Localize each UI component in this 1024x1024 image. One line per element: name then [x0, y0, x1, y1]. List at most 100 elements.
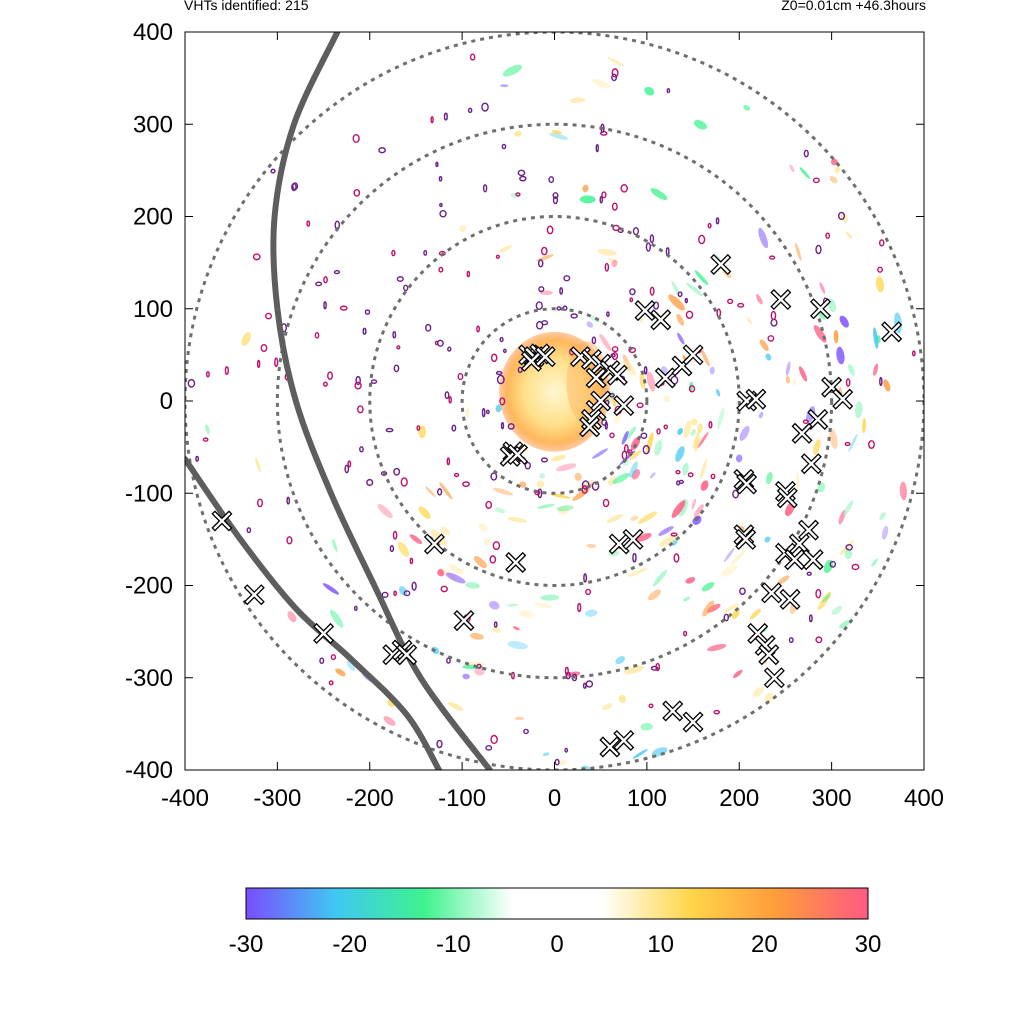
contour-loop: [670, 532, 678, 537]
colorbar-tick-label: -30: [229, 931, 264, 958]
contour-loop: [366, 478, 374, 487]
contour-loop: [330, 654, 337, 661]
contour-loop: [381, 591, 389, 599]
field-blob: [425, 486, 436, 498]
contour-layer: [187, 53, 916, 766]
contour-loop: [446, 457, 451, 466]
vht-marker: [608, 533, 630, 555]
y-tick-label: -100: [125, 480, 173, 507]
field-blob: [502, 64, 523, 77]
field-blob: [765, 471, 773, 485]
contour-loop: [481, 408, 486, 418]
field-blob: [697, 432, 709, 448]
field-blob: [447, 701, 464, 711]
colorbar-tick-label: 10: [647, 931, 674, 958]
vht-marker: [800, 453, 822, 475]
field-blob: [473, 556, 487, 569]
contour-loop: [500, 422, 505, 430]
contour-loop: [602, 498, 610, 508]
field-blob: [465, 582, 480, 589]
contour-loop: [599, 196, 604, 204]
contour-loop: [837, 211, 846, 221]
contour-loop: [548, 176, 555, 184]
colorbar-tick-label: -20: [332, 931, 367, 958]
vht-marker: [710, 253, 732, 276]
contour-loop: [437, 488, 443, 496]
field-blob: [592, 448, 609, 459]
field-blob: [700, 347, 710, 367]
field-blob: [462, 673, 470, 680]
field-blob: [241, 332, 252, 346]
contour-loop: [708, 420, 713, 429]
contour-loop: [485, 500, 493, 509]
field-blob: [335, 668, 346, 677]
field-blob: [730, 550, 746, 565]
vht-marker: [499, 445, 521, 467]
axes: -400 -300 -200 -100 0 100 200 300 400 400 300 200 10…: [125, 19, 944, 812]
vht-marker: [423, 533, 445, 555]
contour-loop: [535, 301, 543, 311]
vht-marker: [770, 288, 792, 311]
x-tick-label: -400: [161, 785, 209, 812]
contour-loop: [812, 177, 820, 184]
field-blob: [346, 660, 356, 671]
contour-loop: [353, 605, 358, 612]
contour-loop: [495, 370, 503, 376]
contour-loop: [490, 353, 498, 363]
contour-loop: [499, 397, 506, 406]
contour-loop: [440, 585, 448, 593]
contour-loop: [682, 630, 688, 637]
field-blob: [756, 294, 763, 305]
field-blob: [287, 611, 297, 623]
field-blob: [723, 603, 739, 613]
vht-marker: [634, 300, 656, 322]
field-blob: [758, 411, 764, 419]
contour-loop: [396, 276, 404, 282]
contour-loop: [868, 440, 875, 449]
field-blob: [205, 424, 210, 435]
contour-loop: [409, 557, 414, 565]
field-blob: [798, 366, 808, 382]
contour-loop: [649, 234, 655, 244]
field-blob: [550, 455, 567, 462]
y-tick-label: -300: [125, 665, 173, 692]
contour-loop: [606, 311, 610, 317]
contour-loop: [732, 489, 740, 499]
field-blob: [437, 569, 445, 577]
contour-loop: [570, 313, 578, 319]
vht-marker: [211, 510, 233, 532]
contour-loop: [492, 541, 501, 551]
field-blob: [675, 446, 685, 462]
contour-loop: [416, 425, 421, 431]
vht-marker: [453, 610, 475, 632]
field-blob: [822, 593, 831, 603]
field-blob: [539, 472, 546, 479]
contour-loop: [224, 366, 229, 375]
contour-loop: [352, 134, 360, 144]
vht-marker: [613, 395, 635, 417]
field-blob: [640, 722, 653, 731]
contour-loop: [357, 405, 364, 414]
field-blob: [683, 420, 692, 439]
contour-loop: [767, 335, 775, 342]
vht-marker: [243, 584, 265, 606]
contour-loop: [385, 427, 394, 433]
contour-loop: [554, 758, 560, 766]
contour-loop: [435, 161, 439, 168]
contour-loop: [629, 297, 634, 303]
colorbar-tick-label: 30: [855, 931, 882, 958]
contour-loop: [344, 464, 350, 474]
vht-marker: [758, 644, 780, 666]
field-blob: [691, 498, 697, 510]
contour-loop: [286, 496, 291, 505]
field-blob: [716, 389, 721, 397]
field-blob: [735, 454, 743, 463]
field-blob: [733, 669, 743, 678]
contour-loop: [666, 88, 671, 94]
contour-loop: [877, 266, 883, 273]
field-blob: [586, 321, 594, 328]
field-blob: [635, 533, 652, 542]
field-blob: [794, 242, 802, 261]
field-blob: [845, 231, 852, 239]
contour-loop: [362, 327, 367, 335]
